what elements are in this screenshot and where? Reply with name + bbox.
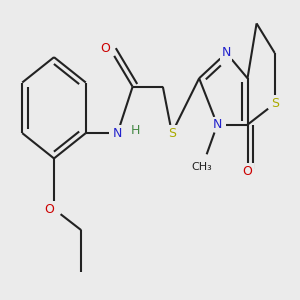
Text: O: O — [44, 202, 54, 216]
Text: S: S — [168, 127, 176, 140]
Text: S: S — [271, 97, 279, 110]
Text: CH₃: CH₃ — [192, 162, 212, 172]
Text: N: N — [213, 118, 222, 131]
Text: H: H — [131, 124, 140, 137]
Text: O: O — [243, 165, 253, 178]
Text: O: O — [100, 42, 110, 55]
Text: N: N — [113, 127, 122, 140]
Text: N: N — [222, 46, 231, 59]
Text: N: N — [113, 127, 122, 140]
